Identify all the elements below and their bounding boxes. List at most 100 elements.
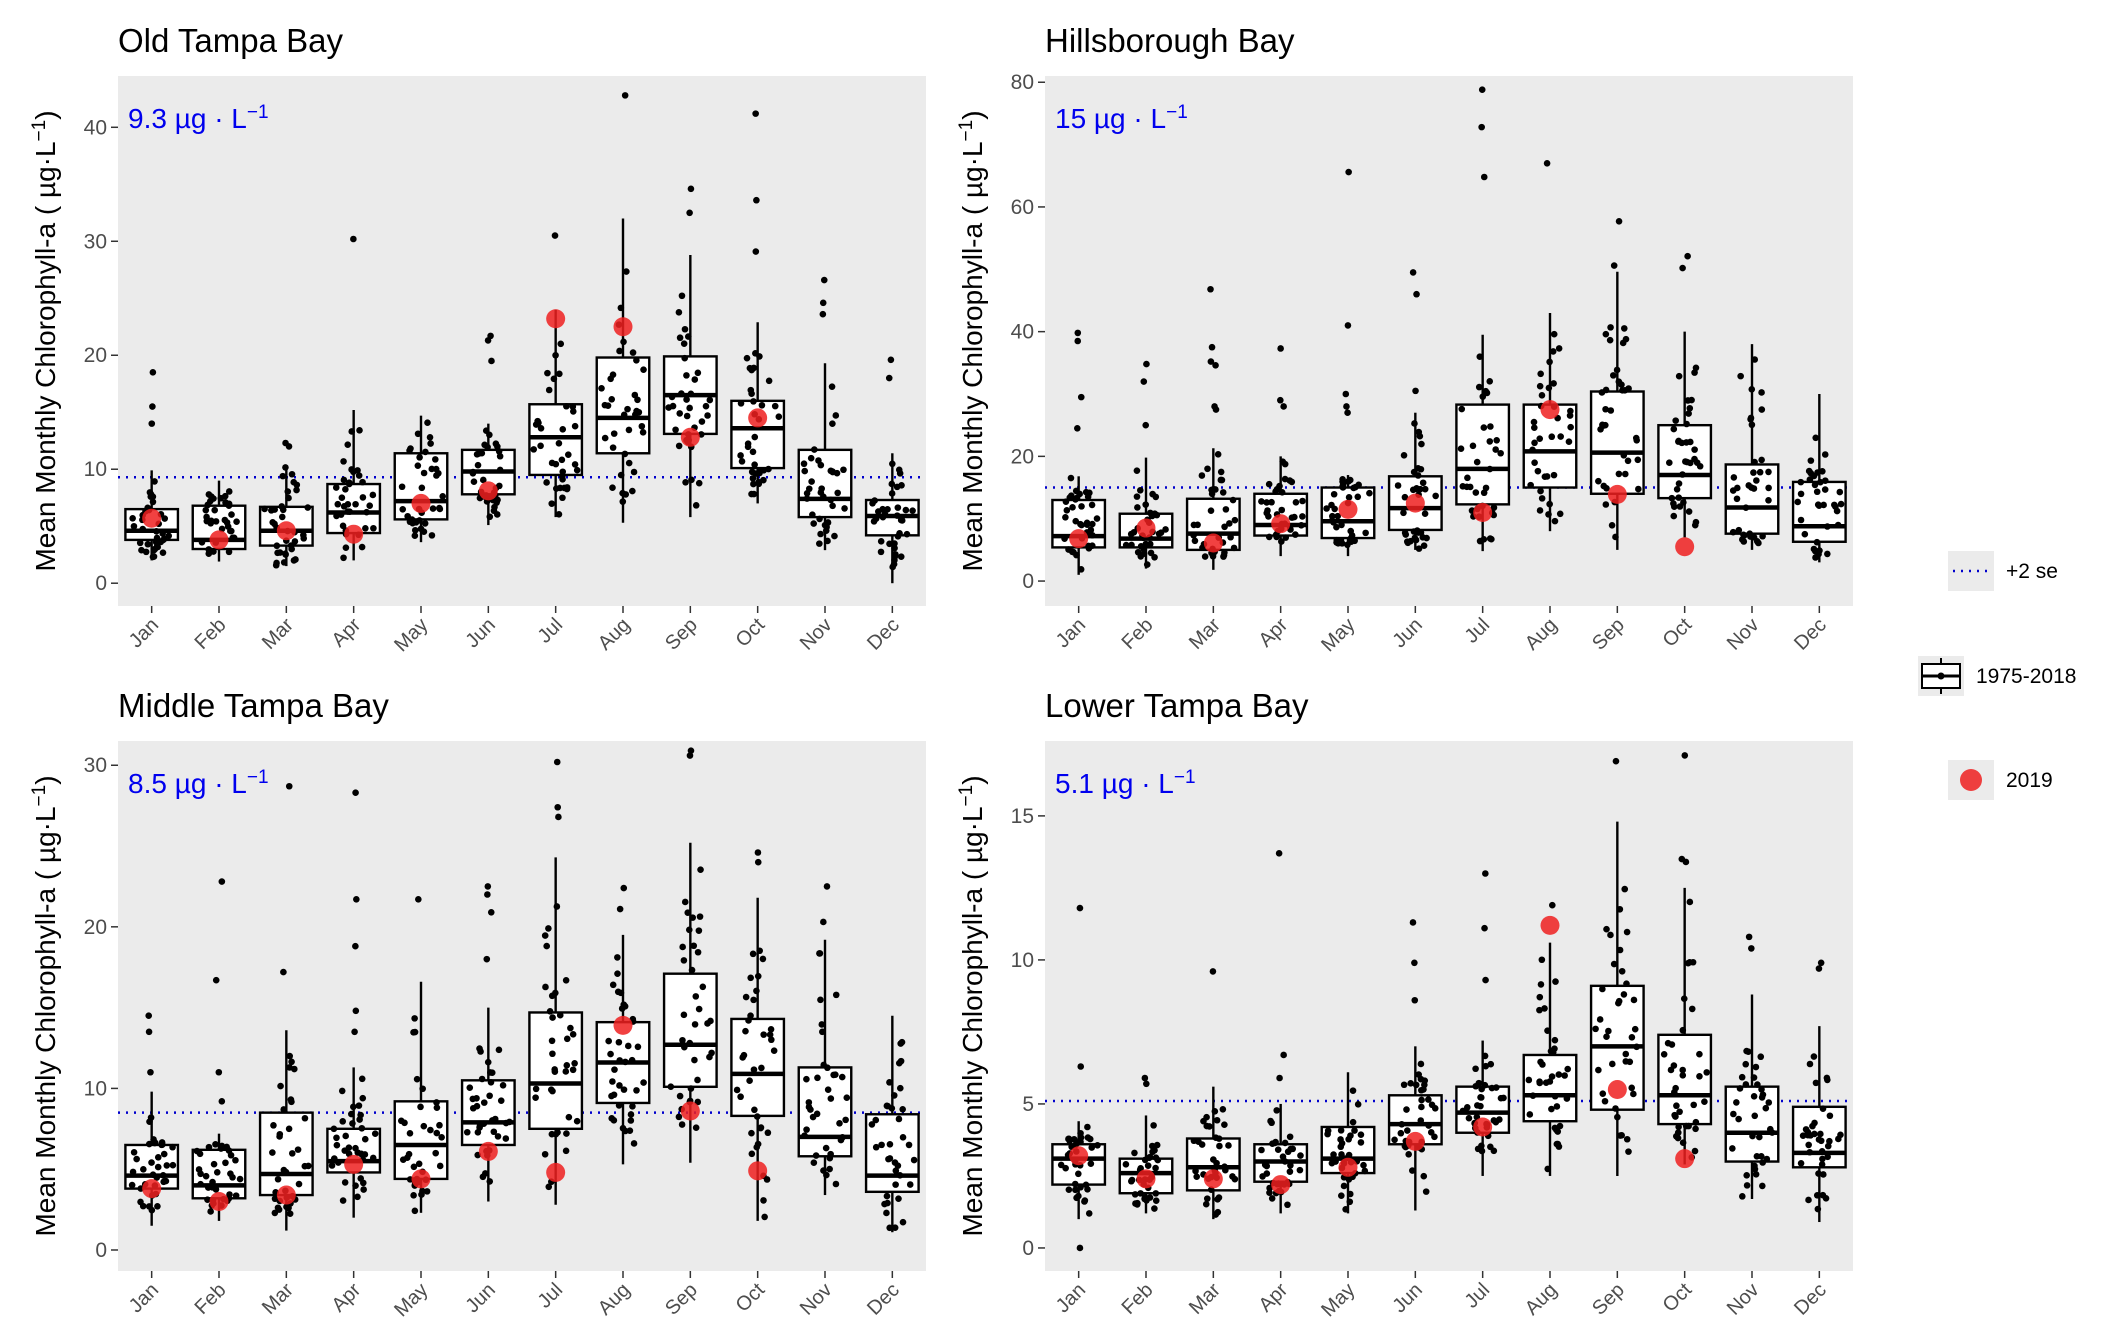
observation-dot	[149, 553, 157, 561]
observation-dot	[1745, 1048, 1752, 1056]
observation-dot	[619, 1124, 627, 1132]
observation-dot	[332, 484, 340, 491]
observation-dot	[1486, 438, 1494, 445]
observation-dot	[1432, 492, 1439, 500]
observation-dot	[683, 372, 690, 379]
observation-dot	[128, 1181, 136, 1189]
outlier-dot	[1543, 159, 1551, 167]
observation-dot	[1281, 1158, 1289, 1165]
observation-dot	[280, 559, 288, 566]
outlier-dot	[285, 782, 293, 790]
observation-dot	[278, 503, 286, 510]
observation-dot	[639, 428, 647, 436]
month-label: Dec	[863, 1279, 904, 1320]
observation-dot	[355, 472, 363, 479]
observation-dot	[1346, 1198, 1354, 1206]
observation-dot	[129, 515, 136, 522]
observation-dot	[433, 1099, 440, 1106]
observation-dot	[571, 1059, 578, 1067]
observation-dot	[1152, 1164, 1159, 1172]
observation-dot	[1152, 493, 1160, 501]
observation-dot	[831, 532, 838, 540]
highlight-point-2019	[1069, 529, 1089, 549]
observation-dot	[743, 354, 751, 362]
observation-dot	[1284, 1201, 1291, 1209]
outlier-dot	[351, 1028, 358, 1036]
observation-dot	[1678, 439, 1686, 447]
legend-label-se: +2 se	[2006, 560, 2058, 583]
observation-dot	[749, 950, 757, 958]
box-dec	[864, 1015, 920, 1233]
observation-dot	[1497, 1094, 1505, 1102]
observation-dot	[436, 1121, 443, 1129]
observation-dot	[1617, 1132, 1624, 1139]
observation-dot	[548, 500, 556, 507]
observation-dot	[892, 1181, 899, 1188]
observation-dot	[481, 1170, 489, 1177]
observation-dot	[894, 1162, 902, 1169]
observation-dot	[1759, 532, 1766, 540]
outlier-dot	[145, 1012, 153, 1019]
observation-dot	[884, 1199, 891, 1207]
observation-dot	[1799, 1132, 1807, 1139]
month-label: Dec	[863, 614, 904, 655]
observation-dot	[1420, 542, 1428, 550]
panel-4: Lower Tampa Bay 0 5 10 15 Mean Monthly Chloro…	[956, 687, 1853, 1321]
month-label: Jun	[1389, 1279, 1427, 1317]
observation-dot	[1551, 517, 1559, 525]
observation-dot	[1551, 1092, 1559, 1100]
box-aug	[595, 92, 651, 523]
observation-dot	[1279, 458, 1286, 465]
outlier-dot	[1615, 217, 1623, 225]
observation-dot	[1596, 1016, 1604, 1023]
observation-dot	[569, 1031, 577, 1038]
observation-dot	[280, 1106, 288, 1113]
observation-dot	[1458, 405, 1466, 413]
month-label: Jan	[1052, 1279, 1090, 1317]
observation-dot	[552, 1130, 560, 1138]
observation-dot	[1550, 471, 1558, 479]
outlier-dot	[215, 1068, 223, 1076]
observation-dot	[1631, 1025, 1639, 1033]
observation-dot	[1551, 1036, 1559, 1044]
box-nov	[797, 883, 853, 1196]
observation-dot	[1331, 505, 1338, 513]
observation-dot	[1565, 438, 1573, 446]
box-oct	[1657, 252, 1713, 538]
observation-dot	[1404, 1127, 1411, 1134]
observation-dot	[744, 440, 752, 447]
observation-dot	[683, 396, 690, 403]
observation-dot	[1592, 1025, 1599, 1033]
outlier-dot	[149, 403, 156, 410]
observation-dot	[1127, 530, 1135, 538]
observation-dot	[1147, 549, 1155, 557]
outlier-dot	[1413, 290, 1420, 298]
observation-dot	[494, 1133, 502, 1140]
y-tick-label: 10	[1011, 949, 1034, 972]
observation-dot	[839, 1133, 846, 1141]
highlight-point-2019	[1203, 1169, 1223, 1189]
observation-dot	[1666, 459, 1673, 467]
observation-dot	[153, 1174, 161, 1181]
observation-dot	[202, 506, 210, 514]
observation-dot	[667, 1083, 675, 1090]
observation-dot	[1417, 1117, 1425, 1124]
observation-dot	[1073, 494, 1081, 502]
observation-dot	[232, 1192, 240, 1199]
observation-dot	[1075, 1170, 1082, 1178]
outlier-dot	[1141, 1074, 1149, 1082]
observation-dot	[1729, 487, 1737, 494]
observation-dot	[205, 1143, 213, 1151]
observation-dot	[1226, 520, 1233, 527]
observation-dot	[1474, 1145, 1482, 1153]
outlier-dot	[1679, 264, 1686, 272]
observation-dot	[1220, 551, 1228, 559]
legend-box-dot	[1937, 672, 1945, 680]
observation-dot	[1599, 421, 1606, 429]
observation-dot	[681, 898, 689, 906]
observation-dot	[668, 393, 676, 401]
observation-dot	[1422, 1188, 1430, 1195]
observation-dot	[573, 466, 581, 474]
observation-dot	[1664, 1039, 1672, 1047]
month-label: Aug	[1521, 614, 1562, 655]
